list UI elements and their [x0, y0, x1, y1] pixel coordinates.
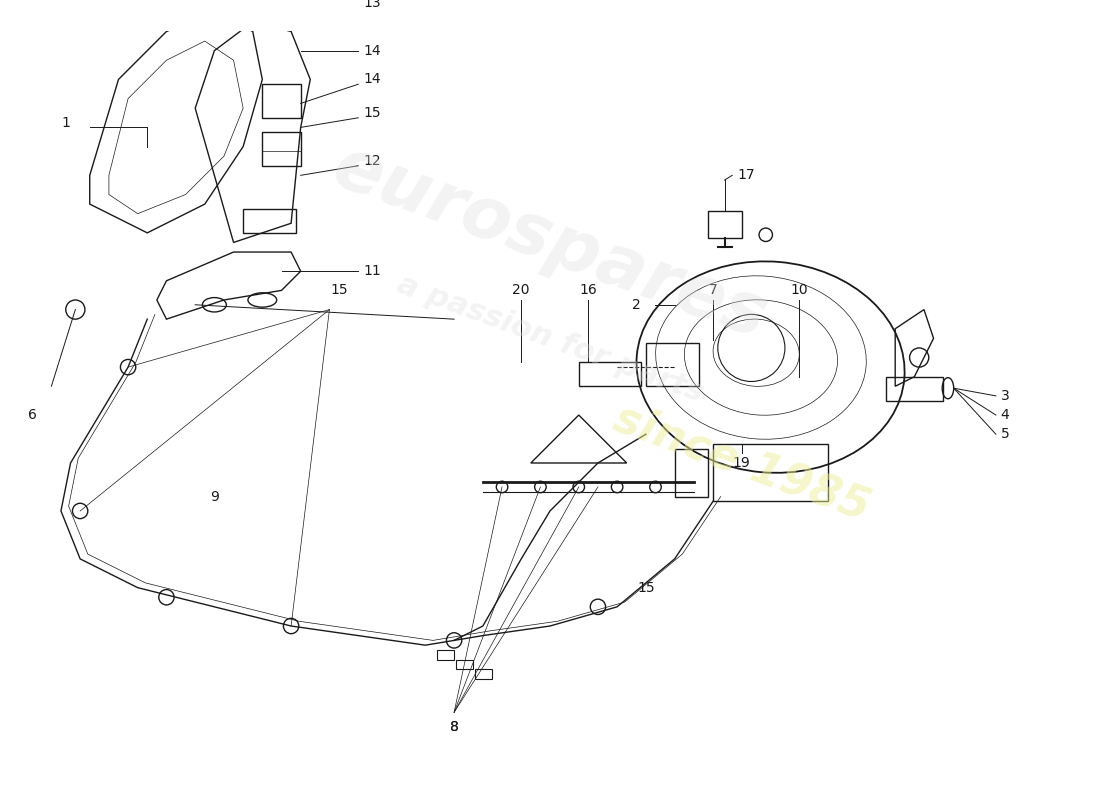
Text: 1: 1 — [62, 115, 70, 130]
Text: since 1985: since 1985 — [608, 397, 876, 530]
Text: a passion for parts: a passion for parts — [393, 270, 707, 407]
Text: 16: 16 — [580, 283, 597, 298]
Text: 15: 15 — [363, 106, 381, 120]
Text: 13: 13 — [363, 0, 381, 10]
Text: 2: 2 — [632, 298, 641, 312]
Text: 3: 3 — [1001, 389, 1010, 403]
Text: 12: 12 — [363, 154, 381, 168]
Text: 4: 4 — [1001, 408, 1010, 422]
Text: 19: 19 — [733, 456, 750, 470]
Text: 8: 8 — [450, 720, 459, 734]
Text: 6: 6 — [28, 408, 36, 422]
Text: 17: 17 — [737, 168, 755, 182]
Text: 15: 15 — [330, 283, 348, 298]
Text: 10: 10 — [791, 283, 808, 298]
Text: 15: 15 — [637, 581, 654, 594]
Text: 20: 20 — [513, 283, 530, 298]
Text: 5: 5 — [1001, 427, 1010, 442]
Text: 11: 11 — [363, 264, 381, 278]
Text: eurospares: eurospares — [323, 132, 777, 353]
Text: 8: 8 — [450, 720, 459, 734]
Text: 9: 9 — [210, 490, 219, 503]
Text: 7: 7 — [708, 283, 717, 298]
Text: 14: 14 — [363, 44, 381, 58]
Text: 14: 14 — [363, 73, 381, 86]
